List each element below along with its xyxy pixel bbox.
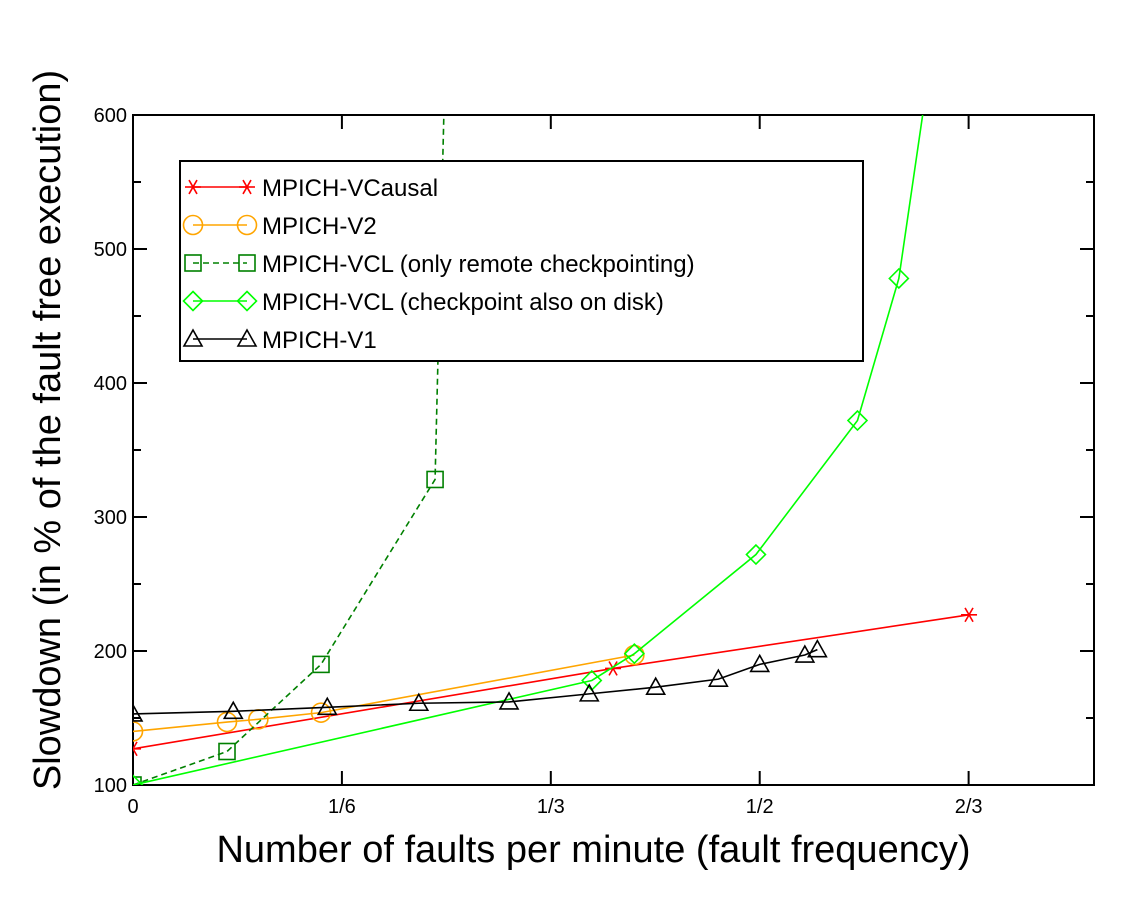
data-point	[222, 700, 244, 720]
data-point	[133, 703, 144, 722]
series-4	[133, 639, 828, 722]
series-1	[133, 644, 645, 742]
legend-marker	[182, 214, 204, 236]
legend-marker	[185, 179, 201, 195]
y-tick-label: 300	[94, 507, 127, 529]
data-point	[645, 676, 667, 695]
legend-label: MPICH-VCL (checkpoint also on disk)	[262, 289, 664, 316]
x-tick-label: 1/6	[328, 796, 356, 818]
data-point	[749, 653, 771, 673]
legend-label: MPICH-VCL (only remote checkpointing)	[262, 251, 695, 278]
legend-entry: MPICH-VCL (checkpoint also on disk)	[182, 289, 664, 316]
data-point	[578, 683, 600, 702]
y-tick-label: 100	[94, 775, 127, 797]
data-point	[807, 639, 828, 658]
legend-label: MPICH-V1	[262, 327, 377, 354]
y-tick-label: 600	[94, 105, 127, 127]
x-tick-label: 1/2	[746, 796, 774, 818]
x-tick-label: 2/3	[955, 796, 983, 818]
legend-marker	[236, 214, 258, 236]
data-point	[498, 691, 520, 710]
legend-entry: MPICH-VCausal	[185, 175, 438, 202]
legend-marker	[238, 254, 256, 272]
data-point	[707, 668, 729, 687]
data-point	[426, 470, 444, 489]
x-axis-title: Number of faults per minute (fault frequ…	[216, 829, 970, 871]
data-point	[312, 655, 330, 674]
legend-entry: MPICH-VCL (only remote checkpointing)	[184, 251, 695, 278]
data-point	[623, 643, 646, 665]
plot-area	[132, 114, 1095, 786]
data-point	[624, 644, 645, 666]
legend-marker	[236, 290, 258, 312]
legend-marker	[184, 254, 202, 272]
legend-box	[179, 160, 864, 362]
y-tick-label: 500	[94, 239, 127, 261]
data-point	[888, 267, 910, 290]
data-point	[218, 742, 236, 761]
legend-entry: MPICH-V2	[182, 213, 377, 240]
tick-labels: 0 1/6 1/3 1/2 2/3 100 200 300 400 500 600	[94, 105, 983, 818]
data-point	[316, 696, 338, 716]
y-axis-title: Slowdown (in % of the fault free executi…	[27, 70, 69, 790]
data-point	[794, 644, 816, 663]
x-tick-label: 1/3	[537, 796, 565, 818]
axis-ticks	[132, 114, 1094, 786]
data-point	[310, 702, 332, 723]
data-point	[133, 741, 141, 757]
data-point	[745, 543, 767, 566]
data-point	[408, 692, 430, 712]
data-point	[846, 409, 869, 432]
series-2	[133, 115, 445, 785]
legend-marker	[239, 179, 255, 195]
legend-marker	[182, 290, 204, 312]
series-line	[133, 648, 818, 715]
legend-entry: MPICH-V1	[182, 327, 377, 354]
series-0	[133, 607, 978, 757]
legend: MPICH-VCausal MPICH-V2 MPICH-VCL (only rem…	[179, 160, 864, 362]
y-tick-label: 200	[94, 641, 127, 663]
data-point	[961, 607, 978, 623]
y-tick-label: 400	[94, 373, 127, 395]
legend-label: MPICH-V2	[262, 213, 377, 240]
x-tick-label: 0	[127, 796, 138, 818]
data-point	[133, 721, 144, 742]
legend-marker	[182, 328, 204, 347]
series-layer	[133, 115, 978, 785]
data-point	[605, 661, 622, 676]
series-line	[133, 654, 635, 733]
legend-marker	[236, 328, 258, 347]
series-line	[133, 115, 924, 785]
data-point	[133, 774, 144, 785]
legend-label: MPICH-VCausal	[262, 175, 438, 202]
